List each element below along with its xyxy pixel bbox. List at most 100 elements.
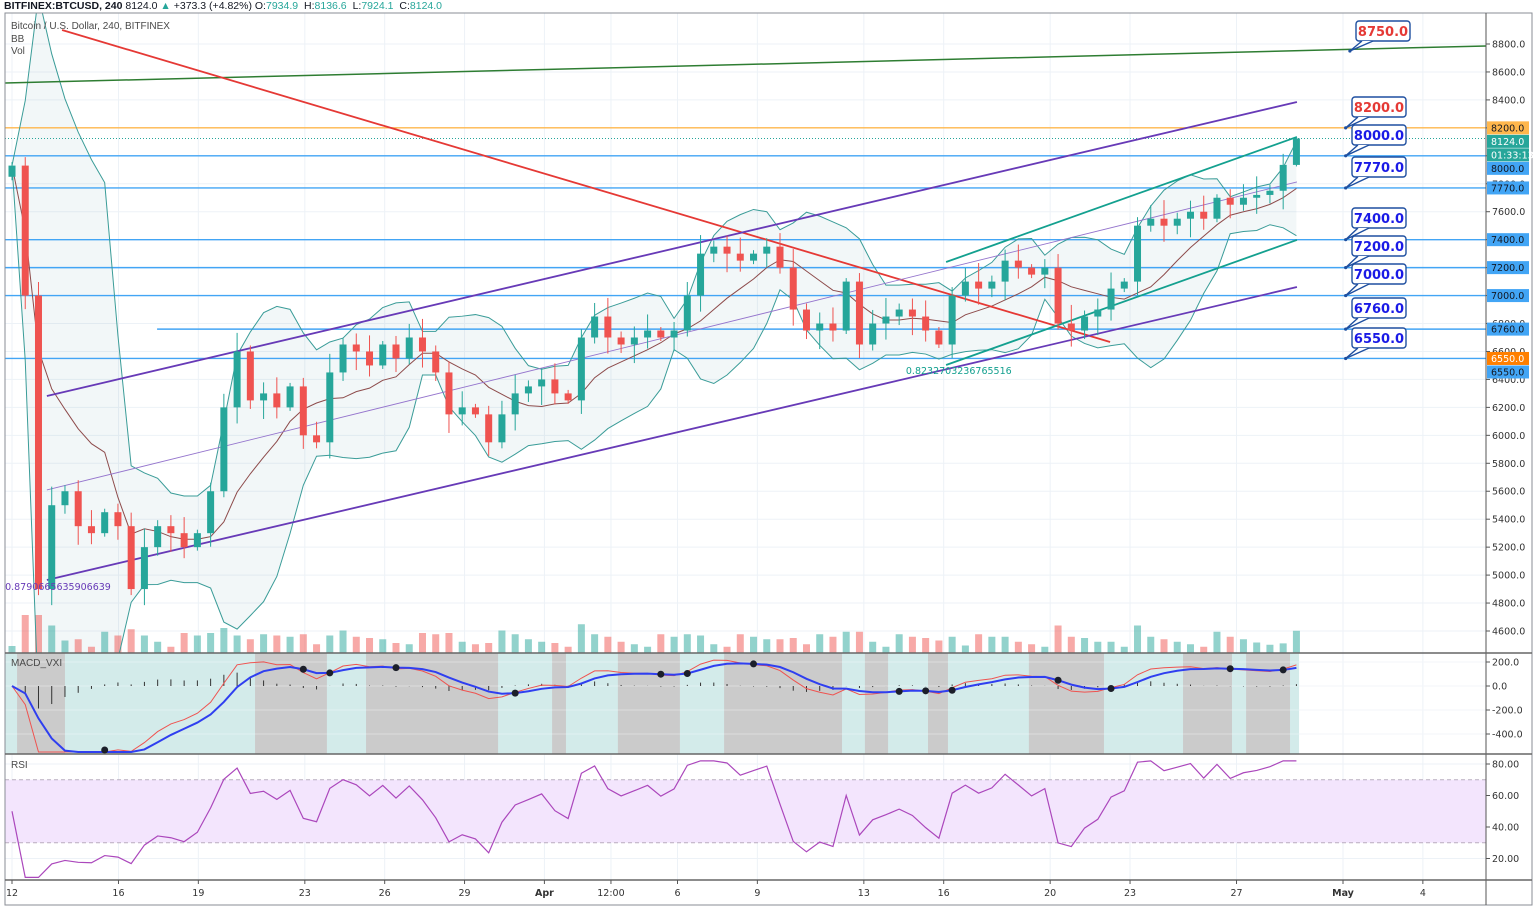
price-callout-7200.0[interactable]: 7200.0 xyxy=(1344,235,1407,270)
candle[interactable] xyxy=(604,297,612,354)
candle[interactable] xyxy=(432,345,440,381)
candle[interactable] xyxy=(471,403,479,418)
purple-channel-upper[interactable] xyxy=(46,101,1298,397)
candle[interactable] xyxy=(975,263,983,305)
candle[interactable] xyxy=(908,298,916,336)
price-callout-6760.0[interactable]: 6760.0 xyxy=(1344,297,1407,331)
candle[interactable] xyxy=(326,353,334,459)
candle[interactable] xyxy=(1107,272,1115,321)
candle[interactable] xyxy=(220,393,228,498)
candle[interactable] xyxy=(869,309,877,351)
price-callout-8000.0[interactable]: 8000.0 xyxy=(1344,124,1407,158)
candle[interactable] xyxy=(1001,249,1009,301)
candle[interactable] xyxy=(763,238,771,268)
candle[interactable] xyxy=(802,303,810,340)
candle[interactable] xyxy=(1279,153,1287,210)
candle[interactable] xyxy=(48,486,56,606)
candle[interactable] xyxy=(74,480,82,545)
green-resistance-line[interactable] xyxy=(5,45,1486,84)
candle[interactable] xyxy=(34,282,42,596)
candle[interactable] xyxy=(564,389,572,404)
candle[interactable] xyxy=(657,327,665,341)
candle[interactable] xyxy=(299,377,307,449)
volume-indicator-label[interactable]: Vol xyxy=(11,46,25,57)
candle[interactable] xyxy=(1054,254,1062,330)
candle[interactable] xyxy=(154,520,162,556)
candle[interactable] xyxy=(8,162,16,181)
candle[interactable] xyxy=(816,312,824,350)
macd-pane-label[interactable]: MACD_VXI xyxy=(11,658,63,669)
candle[interactable] xyxy=(1160,200,1168,242)
candle[interactable] xyxy=(1253,176,1261,214)
candle[interactable] xyxy=(1094,298,1102,336)
candle[interactable] xyxy=(246,345,254,409)
candle[interactable] xyxy=(1173,212,1181,235)
candle[interactable] xyxy=(485,405,493,456)
candle[interactable] xyxy=(233,332,241,424)
candle[interactable] xyxy=(1200,195,1208,230)
candle[interactable] xyxy=(895,303,903,326)
candle[interactable] xyxy=(260,382,268,419)
candle[interactable] xyxy=(577,328,585,414)
candle[interactable] xyxy=(167,515,175,552)
candle[interactable] xyxy=(379,340,387,369)
candle[interactable] xyxy=(1120,278,1128,293)
candle[interactable] xyxy=(286,382,294,411)
candle[interactable] xyxy=(61,485,69,514)
candle[interactable] xyxy=(524,380,532,402)
price-callout-7000.0[interactable]: 7000.0 xyxy=(1344,263,1407,298)
symbol-name[interactable]: BITFINEX:BTCUSD, 240 xyxy=(4,0,123,12)
candle[interactable] xyxy=(922,300,930,342)
candle[interactable] xyxy=(750,250,758,265)
price-callout-7400.0[interactable]: 7400.0 xyxy=(1344,207,1407,242)
candle[interactable] xyxy=(127,512,135,596)
candle[interactable] xyxy=(114,503,122,540)
candle[interactable] xyxy=(498,400,506,449)
candle[interactable] xyxy=(1067,304,1075,347)
candle[interactable] xyxy=(1226,189,1234,219)
candle[interactable] xyxy=(511,374,519,431)
candle[interactable] xyxy=(670,321,678,352)
price-callout-7770.0[interactable]: 7770.0 xyxy=(1344,156,1407,190)
candle[interactable] xyxy=(339,338,347,381)
candle[interactable] xyxy=(1081,310,1089,340)
teal-channel-lower[interactable] xyxy=(945,239,1298,366)
candle[interactable] xyxy=(1213,194,1221,223)
candle[interactable] xyxy=(538,368,546,406)
candle[interactable] xyxy=(723,235,731,273)
candle[interactable] xyxy=(789,249,797,326)
candle[interactable] xyxy=(630,326,638,364)
candle[interactable] xyxy=(180,517,188,559)
candle[interactable] xyxy=(101,508,109,537)
candle[interactable] xyxy=(405,323,413,365)
candle[interactable] xyxy=(458,391,466,426)
candle[interactable] xyxy=(1239,184,1247,211)
candle[interactable] xyxy=(591,302,599,344)
candle[interactable] xyxy=(948,287,956,359)
candle[interactable] xyxy=(683,282,691,337)
candle[interactable] xyxy=(1134,217,1142,296)
candle[interactable] xyxy=(961,268,969,302)
candle[interactable] xyxy=(842,278,850,335)
series-title[interactable]: Bitcoin / U.S. Dollar, 240, BITFINEX xyxy=(11,21,170,32)
candle[interactable] xyxy=(418,318,426,368)
bb-indicator-label[interactable]: BB xyxy=(11,33,25,45)
candle[interactable] xyxy=(193,529,201,551)
candle[interactable] xyxy=(273,377,281,419)
candle[interactable] xyxy=(1186,200,1194,238)
candle[interactable] xyxy=(392,335,400,373)
candle[interactable] xyxy=(1041,259,1049,289)
price-callout-8750.0[interactable]: 8750.0 xyxy=(1348,20,1411,53)
red-downtrend-line[interactable] xyxy=(61,29,1111,343)
candle[interactable] xyxy=(1028,264,1036,279)
candle[interactable] xyxy=(710,240,718,263)
candle[interactable] xyxy=(207,482,215,547)
price-callout-8200.0[interactable]: 8200.0 xyxy=(1344,96,1407,130)
candle[interactable] xyxy=(21,157,29,310)
candle[interactable] xyxy=(617,331,625,354)
candle[interactable] xyxy=(882,297,890,340)
candle[interactable] xyxy=(644,314,652,349)
candle[interactable] xyxy=(855,273,863,359)
candle[interactable] xyxy=(1014,244,1022,279)
